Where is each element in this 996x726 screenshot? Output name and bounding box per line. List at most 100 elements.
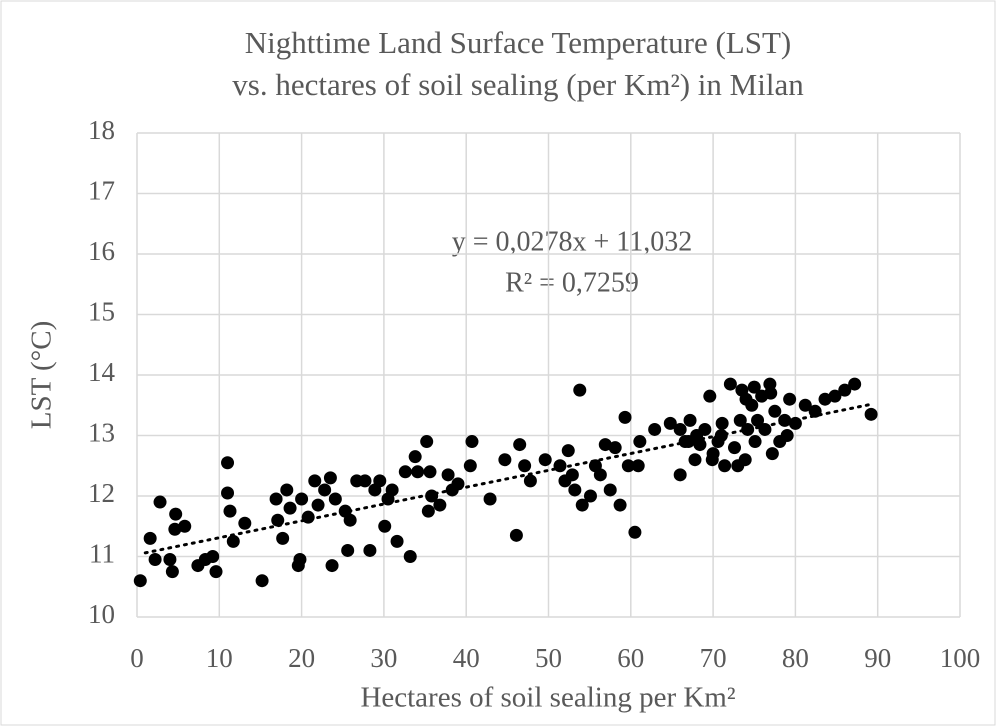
point (238, 516, 252, 530)
point (608, 441, 622, 455)
point (420, 435, 434, 449)
point (206, 550, 220, 563)
point (523, 474, 537, 488)
point (378, 519, 392, 533)
point (255, 574, 269, 588)
point (553, 459, 567, 473)
point (165, 565, 179, 579)
point (143, 531, 157, 545)
y-tick-label: 10 (88, 599, 115, 629)
point (565, 468, 579, 482)
point (758, 422, 772, 436)
point (295, 492, 309, 506)
chart-title: Nighttime Land Surface Temperature (LST) (245, 25, 791, 60)
point (715, 416, 729, 430)
y-tick-label: 15 (88, 297, 115, 327)
point (631, 459, 645, 473)
x-tick-label: 10 (206, 643, 233, 673)
point (341, 543, 355, 557)
point (311, 498, 325, 512)
point (603, 483, 617, 497)
point (226, 534, 240, 548)
x-tick-label: 40 (453, 643, 480, 673)
y-axis-label: LST (°C) (26, 321, 58, 430)
point (465, 435, 479, 449)
point (561, 444, 575, 458)
point (518, 459, 532, 473)
point (133, 574, 147, 588)
point (718, 459, 732, 473)
point (163, 553, 177, 567)
point (403, 550, 417, 563)
point (421, 504, 435, 518)
point (798, 398, 812, 412)
point (618, 410, 632, 424)
point (223, 504, 237, 518)
point (828, 389, 842, 403)
point (706, 447, 720, 461)
point (509, 528, 523, 542)
point (573, 383, 587, 397)
point (271, 513, 285, 527)
y-tick-label: 18 (88, 115, 115, 145)
point (780, 429, 794, 442)
point (318, 483, 332, 497)
point (864, 407, 878, 421)
point (325, 559, 339, 573)
point (323, 471, 337, 485)
point (838, 383, 852, 397)
x-tick-label: 0 (130, 643, 144, 673)
chart-title: vs. hectares of soil sealing (per Km²) i… (232, 67, 804, 102)
point (748, 435, 762, 449)
point (358, 474, 372, 488)
point (818, 392, 832, 406)
point (613, 498, 627, 512)
point (433, 498, 447, 512)
point (783, 392, 797, 406)
point (411, 465, 425, 479)
point (276, 531, 290, 545)
point (751, 413, 765, 427)
x-axis-label: Hectares of soil sealing per Km² (360, 682, 735, 714)
point (390, 534, 404, 548)
x-tick-label: 70 (700, 643, 727, 673)
point (513, 438, 527, 452)
point (423, 465, 437, 479)
point (673, 468, 687, 482)
point (673, 422, 687, 436)
x-tick-label: 30 (370, 643, 397, 673)
point (575, 498, 589, 512)
x-tick-label: 90 (864, 643, 891, 673)
point (747, 380, 761, 394)
point (408, 450, 422, 464)
y-tick-label: 14 (88, 357, 116, 387)
y-tick-label: 12 (88, 478, 115, 508)
point (583, 489, 597, 503)
equation: y = 0,0278x + 11,032 (452, 226, 693, 257)
point (714, 429, 728, 442)
point (764, 386, 778, 400)
point (148, 553, 162, 567)
y-tick-label: 13 (88, 418, 115, 448)
point (280, 483, 294, 497)
point (628, 525, 642, 539)
point (593, 468, 607, 482)
point (663, 416, 677, 430)
point (688, 453, 702, 467)
x-tick-label: 20 (288, 643, 315, 673)
x-tick-label: 50 (535, 643, 562, 673)
point (153, 495, 167, 509)
point (731, 459, 745, 473)
point (178, 519, 192, 533)
point (168, 522, 182, 536)
point (363, 543, 377, 557)
x-tick-label: 100 (940, 643, 981, 673)
trendline (143, 403, 871, 555)
y-tick-label: 11 (89, 539, 115, 569)
r-squared: R² = 0,7259 (505, 267, 639, 298)
point (727, 441, 741, 455)
point (385, 483, 399, 497)
point (723, 377, 737, 391)
x-tick-label: 60 (617, 643, 644, 673)
